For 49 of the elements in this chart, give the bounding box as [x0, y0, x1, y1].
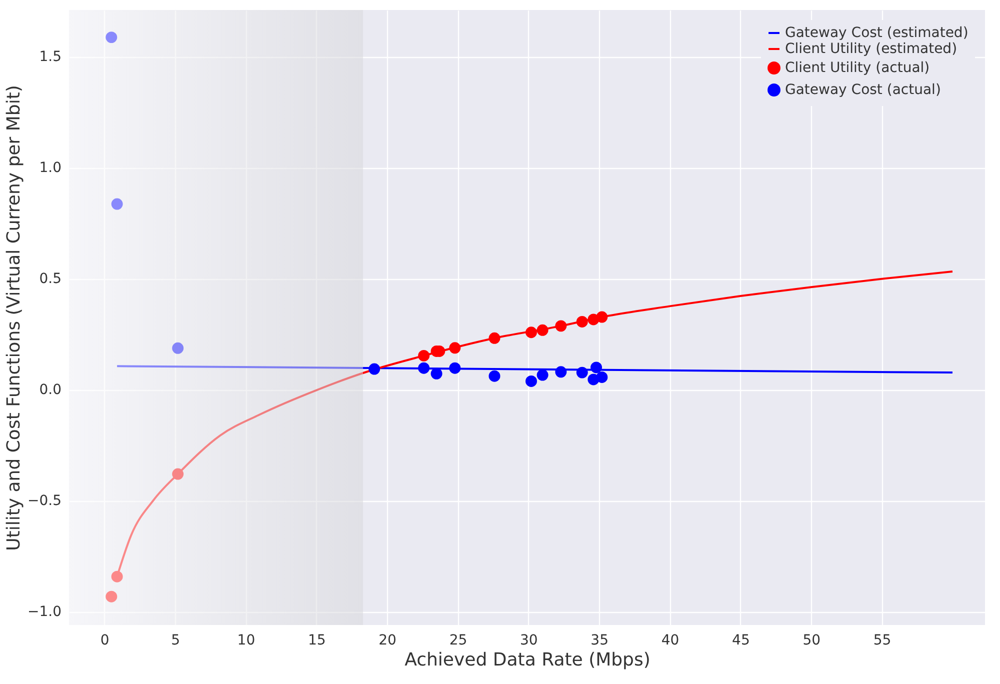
point [590, 362, 602, 374]
x-tick-label: 40 [661, 632, 680, 648]
point [525, 375, 537, 387]
point [596, 371, 608, 383]
point [430, 368, 442, 380]
legend-label: Gateway Cost (estimated) [785, 25, 968, 41]
point [536, 369, 548, 381]
x-tick-label: 20 [378, 632, 396, 648]
y-axis-title: Utility and Cost Functions (Virtual Curreny per Mbit) [4, 85, 25, 551]
point [555, 366, 567, 378]
y-tick-label: 0.0 [39, 382, 62, 398]
point [172, 468, 184, 480]
x-tick-label: 45 [732, 632, 750, 648]
y-tick-label: 0.5 [39, 271, 62, 288]
point [488, 332, 500, 344]
x-tick-label: 55 [873, 632, 892, 648]
point [418, 362, 430, 374]
x-tick-label: 30 [520, 632, 538, 648]
legend-label: Gateway Cost (actual) [785, 82, 941, 98]
x-tick-label: 10 [237, 632, 256, 648]
point [576, 316, 588, 328]
legend-label: Client Utility (estimated) [785, 41, 958, 57]
y-tick-label: −1.0 [28, 604, 62, 620]
y-tick-label: −0.5 [28, 493, 62, 510]
point [106, 590, 118, 602]
x-tick-label: 15 [308, 632, 326, 648]
point [172, 342, 184, 354]
legend-label: Client Utility (actual) [785, 60, 930, 76]
point [576, 366, 588, 378]
y-tick-label: 1.5 [39, 49, 62, 66]
y-tick-label: 1.0 [39, 160, 62, 176]
point [418, 350, 430, 362]
point [106, 32, 118, 44]
point [111, 570, 123, 582]
x-tick-label: 50 [802, 632, 821, 648]
x-axis-title: Achieved Data Rate (Mbps) [404, 650, 650, 670]
point [488, 370, 500, 382]
point [555, 320, 567, 332]
point [449, 362, 461, 374]
point [536, 324, 548, 336]
point [111, 198, 123, 210]
point [525, 326, 537, 338]
point [449, 342, 461, 354]
x-tick-label: 0 [100, 632, 110, 648]
x-tick-label: 35 [590, 632, 609, 648]
point [368, 363, 380, 375]
x-tick-label: 25 [449, 632, 468, 648]
point [596, 311, 608, 323]
x-tick-label: 5 [171, 632, 180, 648]
